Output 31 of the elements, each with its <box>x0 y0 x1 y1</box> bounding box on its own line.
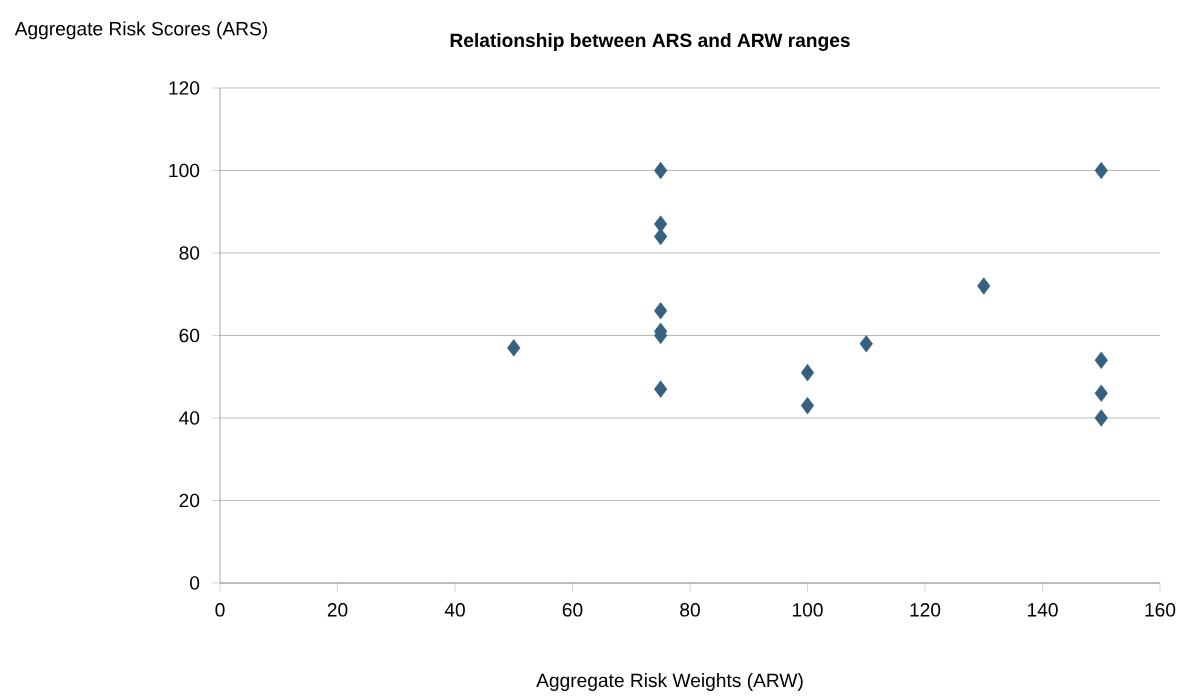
y-tick-label: 60 <box>179 328 200 343</box>
point <box>654 380 668 398</box>
y-tick-label: 120 <box>169 81 200 95</box>
y-tick-label: 80 <box>179 246 200 260</box>
point <box>800 396 815 415</box>
x-tick-label: 120 <box>910 603 941 617</box>
point <box>507 339 521 357</box>
point <box>859 335 873 353</box>
point <box>654 161 668 180</box>
x-tick-label: 100 <box>792 603 823 617</box>
x-tick-label: 0 <box>215 603 225 617</box>
y-tick-label: 0 <box>190 576 200 590</box>
x-tick-label: 80 <box>680 603 700 617</box>
point <box>1094 409 1108 427</box>
x-tick-label: 60 <box>562 603 583 617</box>
point <box>654 302 668 320</box>
y-axis-title: Aggregate Risk Scores (ARS) <box>14 21 268 40</box>
point <box>977 277 991 295</box>
x-tick-label: 40 <box>444 603 465 617</box>
chart-title: Relationship between ARS and ARW ranges <box>450 33 850 51</box>
point <box>1094 351 1108 369</box>
point <box>800 363 815 382</box>
y-tick-label: 40 <box>179 411 200 425</box>
point <box>1094 161 1108 180</box>
x-tick-label: 160 <box>1145 603 1176 617</box>
y-tick-label: 20 <box>179 493 200 508</box>
x-tick-label: 140 <box>1027 603 1058 617</box>
x-tick-label: 20 <box>327 603 348 617</box>
x-axis-title: Aggregate Risk Weights (ARW) <box>536 673 803 691</box>
point <box>1094 384 1108 402</box>
y-tick-label: 100 <box>169 163 200 178</box>
